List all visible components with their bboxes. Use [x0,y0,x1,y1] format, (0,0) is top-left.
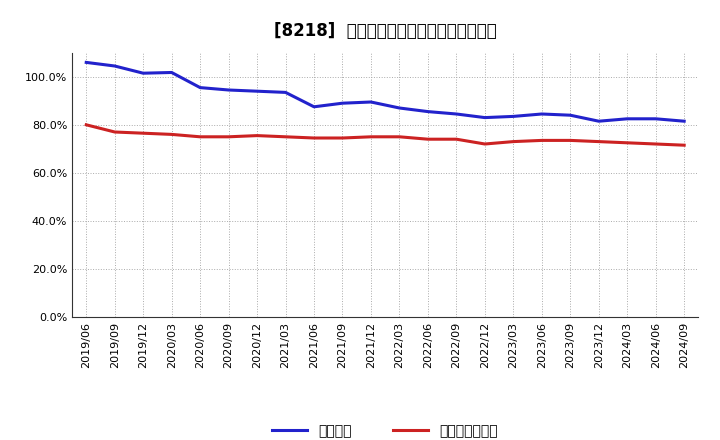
固定長期適合率 [225,134,233,139]
Line: 固定長期適合率: 固定長期適合率 [86,125,684,145]
固定長期適合率 [395,134,404,139]
Line: 固定比率: 固定比率 [86,62,684,121]
固定比率 [509,114,518,119]
固定比率 [537,111,546,117]
固定長期適合率 [110,129,119,135]
固定比率 [139,70,148,76]
Title: [8218]  固定比率、固定長期適合率の推移: [8218] 固定比率、固定長期適合率の推移 [274,22,497,40]
固定長期適合率 [537,138,546,143]
固定長期適合率 [338,136,347,141]
固定長期適合率 [82,122,91,128]
固定比率 [366,99,375,105]
固定比率 [225,88,233,93]
固定比率 [282,90,290,95]
固定比率 [253,88,261,94]
固定長期適合率 [310,136,318,141]
固定長期適合率 [509,139,518,144]
固定長期適合率 [652,141,660,147]
固定比率 [167,70,176,75]
固定長期適合率 [595,139,603,144]
固定比率 [423,109,432,114]
Legend: 固定比率, 固定長期適合率: 固定比率, 固定長期適合率 [272,424,498,438]
固定長期適合率 [480,141,489,147]
固定比率 [110,63,119,69]
固定長期適合率 [423,136,432,142]
固定比率 [652,116,660,121]
固定長期適合率 [167,132,176,137]
固定比率 [480,115,489,120]
固定比率 [595,118,603,124]
固定比率 [680,118,688,124]
固定長期適合率 [139,131,148,136]
固定比率 [310,104,318,110]
固定長期適合率 [452,136,461,142]
固定長期適合率 [196,134,204,139]
固定比率 [566,113,575,118]
固定長期適合率 [366,134,375,139]
固定長期適合率 [253,133,261,138]
固定長期適合率 [566,138,575,143]
固定比率 [623,116,631,121]
固定比率 [452,111,461,117]
固定長期適合率 [282,134,290,139]
固定比率 [395,105,404,110]
固定長期適合率 [623,140,631,146]
固定比率 [338,101,347,106]
固定比率 [196,85,204,90]
固定比率 [82,60,91,65]
固定長期適合率 [680,143,688,148]
